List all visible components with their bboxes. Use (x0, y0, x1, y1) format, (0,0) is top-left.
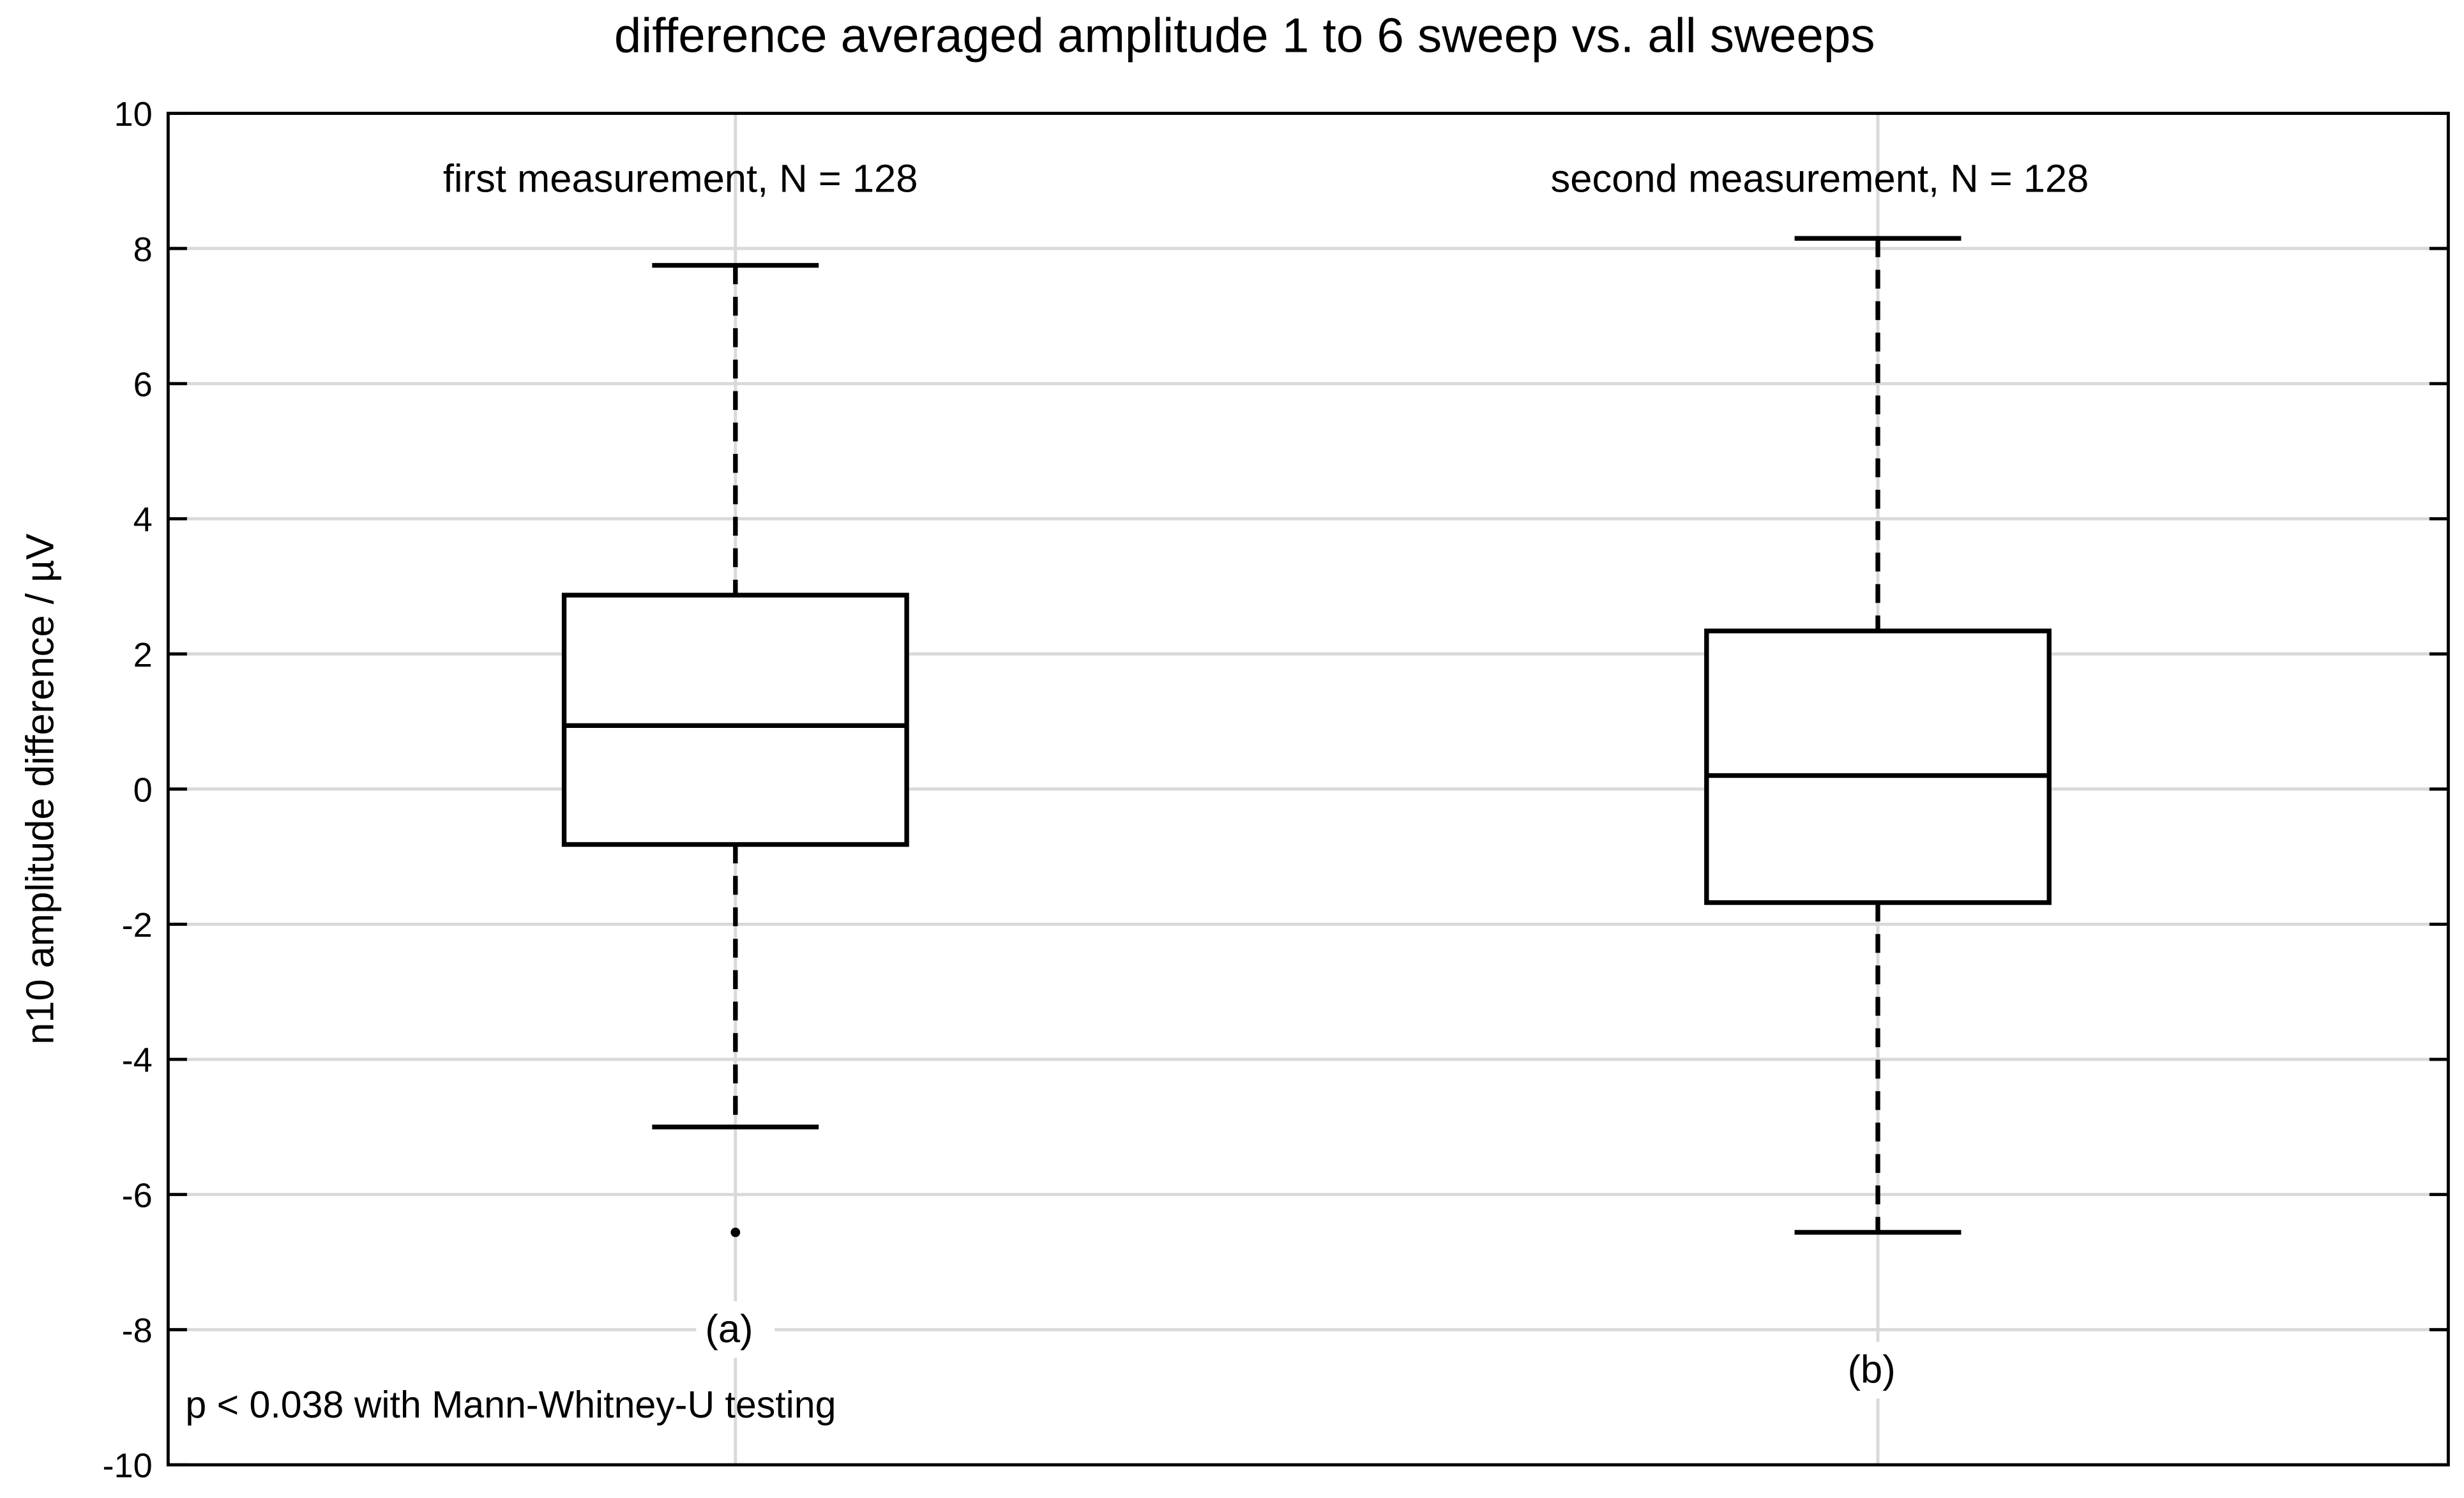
y-tick-label: 6 (133, 365, 153, 404)
box-iqr (561, 593, 909, 847)
grid-lines (168, 113, 2449, 1465)
category-label: (a) (705, 1307, 753, 1351)
y-tick-label: -8 (122, 1312, 153, 1350)
y-tick-label: 0 (133, 771, 153, 809)
category-label-bg (696, 1301, 775, 1358)
y-tick-label: -10 (102, 1447, 152, 1485)
outlier-point (730, 1227, 741, 1237)
y-tick-label: -4 (122, 1041, 153, 1080)
y-axis-ticks: -10 -8 -6 -4 -2 0 2 4 6 8 10 (102, 95, 2449, 1485)
y-tick-label: -2 (122, 906, 153, 944)
chart-title: difference averaged amplitude 1 to 6 swe… (614, 9, 1875, 63)
y-tick-label: -6 (122, 1176, 153, 1214)
group-label-b: second measurement, N = 128 (1550, 157, 2089, 201)
y-tick-label: 4 (133, 501, 153, 539)
box-marks: (a) (b) (561, 236, 2052, 1399)
group-label-a: first measurement, N = 128 (443, 157, 918, 201)
y-tick-label: 10 (114, 95, 153, 133)
box-iqr (1704, 628, 2052, 905)
y-axis-label: n10 amplitude difference / µV (19, 534, 63, 1045)
category-label-bg (1838, 1342, 1917, 1399)
p-value-annotation: p < 0.038 with Mann-Whitney-U testing (185, 1384, 836, 1426)
category-label: (b) (1848, 1348, 1896, 1392)
y-tick-label: 2 (133, 636, 153, 674)
y-tick-label: 8 (133, 231, 153, 269)
